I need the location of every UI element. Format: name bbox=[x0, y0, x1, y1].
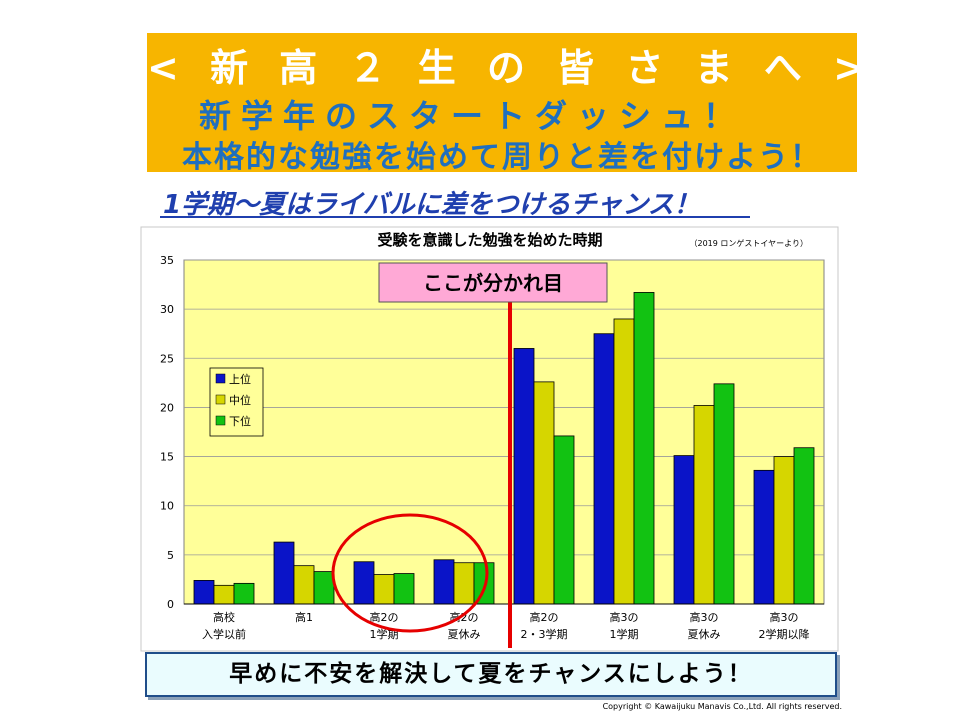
x-tick-label: 入学以前 bbox=[202, 627, 246, 641]
bar-中位 bbox=[373, 574, 395, 605]
chart-container: 受験を意識した勉強を始めた時期 （2019 ロンゲストイヤーより） 0 5 10 15 20… bbox=[140, 226, 840, 696]
bar-中位 bbox=[293, 565, 315, 605]
legend-label: 上位 bbox=[229, 372, 251, 386]
x-tick-label: 1学期 bbox=[610, 627, 639, 641]
chart-title: 受験を意識した勉強を始めた時期 bbox=[377, 231, 602, 249]
bar-上位 bbox=[593, 333, 615, 605]
copyright-text: Copyright © Kawaijuku Manavis Co.,Ltd. A… bbox=[602, 702, 842, 711]
x-tick-label: 高3の bbox=[770, 610, 799, 624]
y-tick-label: 35 bbox=[160, 254, 174, 267]
message-text: 早めに不安を解決して夏をチャンスにしよう！ bbox=[229, 661, 753, 687]
bar-上位 bbox=[433, 559, 455, 605]
bar-下位 bbox=[473, 562, 495, 605]
x-tick-label: 夏休み bbox=[448, 628, 481, 641]
banner-headline: 新学年のスタートダッシュ！ bbox=[199, 97, 746, 135]
x-tick-label: 2学期以降 bbox=[759, 627, 810, 641]
y-tick-label: 15 bbox=[160, 451, 174, 464]
legend-swatch-下位 bbox=[215, 415, 226, 426]
legend-swatch-中位 bbox=[215, 394, 226, 405]
highlight-ellipse bbox=[331, 513, 489, 633]
x-tick-label: 高2の bbox=[370, 610, 399, 624]
x-tick-label: 高校 bbox=[213, 610, 235, 624]
callout-box bbox=[378, 262, 608, 303]
y-tick-label: 25 bbox=[160, 352, 174, 365]
bar-上位 bbox=[193, 580, 215, 605]
bar-中位 bbox=[693, 405, 715, 605]
bar-下位 bbox=[313, 571, 335, 605]
callout-text: ここが分かれ目 bbox=[423, 271, 563, 295]
x-tick-label: 高3の bbox=[610, 610, 639, 624]
bar-上位 bbox=[353, 561, 375, 605]
x-tick-label: 2・3学期 bbox=[521, 627, 568, 641]
bar-中位 bbox=[613, 318, 635, 605]
y-tick-label: 5 bbox=[167, 549, 174, 562]
bar-下位 bbox=[633, 292, 655, 605]
bar-中位 bbox=[533, 381, 555, 605]
bar-上位 bbox=[673, 455, 695, 605]
banner-subline: 本格的な勉強を始めて周りと差を付けよう！ bbox=[182, 140, 822, 175]
bar-中位 bbox=[213, 584, 235, 605]
bar-下位 bbox=[553, 435, 575, 605]
bar-中位 bbox=[453, 562, 475, 605]
bar-chart: 受験を意識した勉強を始めた時期 （2019 ロンゲストイヤーより） 0 5 10 15 20… bbox=[140, 226, 839, 652]
x-tick-label: 夏休み bbox=[688, 628, 721, 641]
bar-下位 bbox=[233, 582, 255, 605]
bar-下位 bbox=[393, 573, 415, 605]
header-banner: < 新 高 ２ 生 の 皆 さ ま へ > 新学年のスタートダッシュ！ 本格的な… bbox=[147, 33, 874, 175]
y-tick-label: 20 bbox=[160, 401, 174, 414]
y-tick-label: 30 bbox=[160, 303, 174, 316]
y-tick-label: 10 bbox=[160, 500, 174, 513]
section-heading-underline bbox=[160, 216, 750, 218]
message-box: 早めに不安を解決して夏をチャンスにしよう！ bbox=[145, 652, 837, 697]
bar-上位 bbox=[753, 469, 775, 605]
bar-上位 bbox=[273, 541, 295, 605]
legend-swatch-上位 bbox=[215, 373, 226, 384]
bar-下位 bbox=[713, 383, 735, 605]
x-tick-label: 高3の bbox=[690, 610, 719, 624]
bar-上位 bbox=[513, 348, 535, 605]
x-tick-label: 高1 bbox=[295, 610, 313, 624]
bar-中位 bbox=[773, 456, 795, 605]
legend-label: 下位 bbox=[229, 414, 251, 428]
bar-下位 bbox=[793, 447, 815, 605]
section-heading: 1学期～夏はライバルに差をつけるチャンス！ bbox=[163, 190, 700, 220]
x-tick-label: 高2の bbox=[530, 610, 559, 624]
legend-label: 中位 bbox=[229, 393, 251, 407]
chart-source-note: （2019 ロンゲストイヤーより） bbox=[689, 238, 808, 248]
y-tick-label: 0 bbox=[167, 598, 174, 611]
banner-greeting: < 新 高 ２ 生 の 皆 さ ま へ > bbox=[147, 46, 874, 90]
